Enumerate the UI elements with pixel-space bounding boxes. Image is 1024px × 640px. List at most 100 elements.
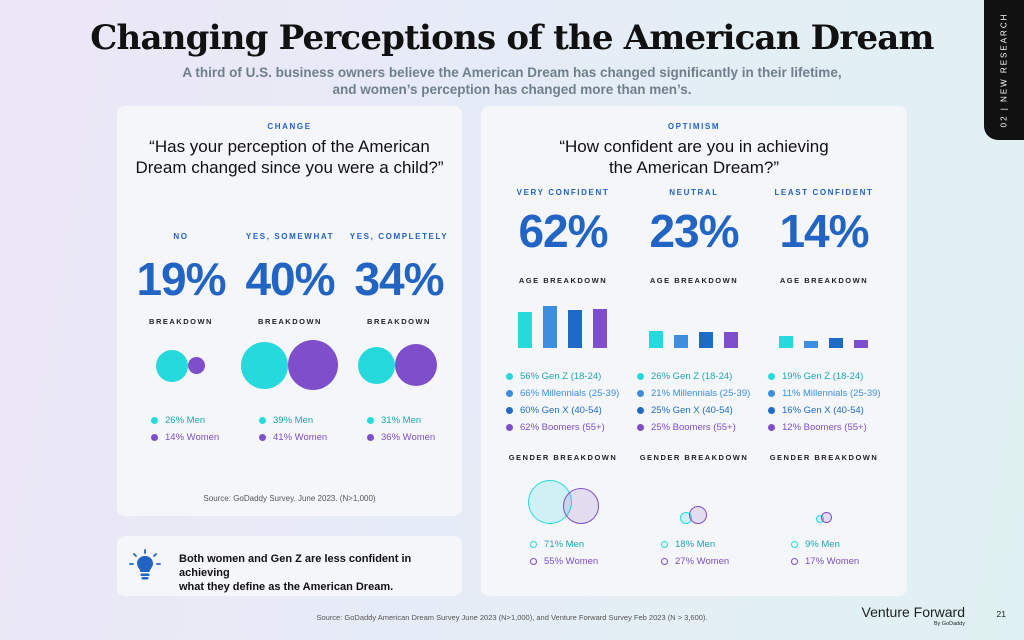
optimism-question-line-1: “How confident are you in achieving [559, 137, 829, 156]
section-tab: 02 | NEW RESEARCH [984, 0, 1024, 140]
answer-somewhat-label: YES, SOMEWHAT [245, 232, 335, 241]
answer-somewhat-breakdown-label: BREAKDOWN [258, 317, 322, 326]
completely-men-bubble [358, 347, 395, 384]
men-ring-icon [791, 541, 798, 548]
optimism-card: OPTIMISM “How confident are you in achie… [481, 106, 907, 596]
gen-z-dot-icon [637, 373, 644, 380]
least-confident-women-bubble [821, 512, 832, 523]
very-confident-genz: 56% Gen Z (18-24) [520, 371, 602, 382]
gen-z-dot-icon [768, 373, 775, 380]
least-confident-age-label: AGE BREAKDOWN [779, 276, 869, 285]
boomers-dot-icon [637, 424, 644, 431]
answer-no-breakdown-label: BREAKDOWN [149, 317, 213, 326]
men-dot-icon [151, 417, 158, 424]
very-confident-value: 62% [518, 205, 608, 257]
very-confident-boomers: 62% Boomers (55+) [520, 422, 605, 433]
men-ring-icon [530, 541, 537, 548]
somewhat-legend: 39% Men 41% Women [259, 412, 327, 446]
optimism-label: OPTIMISM [667, 122, 721, 131]
completely-women-text: 36% Women [381, 432, 436, 443]
neutral-genz: 26% Gen Z (18-24) [651, 371, 733, 382]
no-women-text: 14% Women [165, 432, 220, 443]
subtitle-line-1: A third of U.S. business owners believe … [182, 65, 842, 80]
answer-no-value: 19% [136, 253, 226, 305]
neutral-boomers: 25% Boomers (55+) [651, 422, 736, 433]
completely-women-bubble [395, 344, 437, 386]
men-ring-icon [661, 541, 668, 548]
least-confident-genx: 16% Gen X (40-54) [782, 405, 864, 416]
somewhat-men-bubble [241, 342, 288, 389]
section-tab-label: 02 | NEW RESEARCH [999, 12, 1009, 128]
change-source: Source: GoDaddy Survey. June 2023. (N>1,… [203, 494, 376, 503]
insight-card: Both women and Gen Z are less confident … [117, 536, 462, 596]
very-confident-genx: 60% Gen X (40-54) [520, 405, 602, 416]
no-women-bubble [188, 357, 205, 374]
somewhat-women-bubble [288, 340, 338, 390]
answer-completely-breakdown-label: BREAKDOWN [367, 317, 431, 326]
brand-name: Venture Forward [861, 604, 966, 620]
neutral-millennials: 21% Millennials (25-39) [651, 388, 751, 399]
men-dot-icon [367, 417, 374, 424]
no-legend: 26% Men 14% Women [151, 412, 219, 446]
neutral-women-text: 27% Women [675, 556, 730, 567]
somewhat-men-text: 39% Men [273, 415, 314, 426]
neutral-gender-label: GENDER BREAKDOWN [639, 453, 749, 462]
optimism-question: “How confident are you in achieving the … [481, 137, 907, 178]
least-confident-age-legend: 19% Gen Z (18-24) 11% Millennials (25-39… [768, 368, 881, 436]
answer-completely-label: YES, COMPLETELY [349, 232, 449, 241]
millennials-dot-icon [768, 390, 775, 397]
least-confident-men-text: 9% Men [805, 539, 840, 550]
least-confident-boomers: 12% Boomers (55+) [782, 422, 867, 433]
very-confident-gender-legend: 71% Men 55% Women [530, 536, 598, 570]
very-confident-gender-label: GENDER BREAKDOWN [508, 453, 618, 462]
very-confident-boomers-bar [593, 308, 607, 348]
least-confident-genz: 19% Gen Z (18-24) [782, 371, 864, 382]
neutral-boomers-bar [724, 332, 738, 348]
very-confident-genz-bar [518, 312, 532, 348]
insight-line-1: Both women and Gen Z are less confident … [179, 553, 412, 579]
very-confident-men-text: 71% Men [544, 539, 585, 550]
change-question: “Has your perception of the American Dre… [135, 137, 444, 177]
lightbulb-icon [129, 549, 161, 580]
least-confident-value: 14% [779, 205, 869, 257]
neutral-men-text: 18% Men [675, 539, 716, 550]
answer-completely-value: 34% [354, 253, 444, 305]
no-men-bubble [156, 350, 188, 382]
very-confident-millennials-bar [543, 306, 557, 348]
insight-line-2: what they define as the American Dream. [179, 581, 394, 593]
answer-somewhat-value: 40% [245, 253, 335, 305]
completely-men-text: 31% Men [381, 415, 422, 426]
boomers-dot-icon [768, 424, 775, 431]
page-number: 21 [996, 609, 1006, 619]
neutral-genx-bar [699, 332, 713, 348]
very-confident-age-label: AGE BREAKDOWN [518, 276, 608, 285]
least-confident-label: LEAST CONFIDENT [774, 188, 874, 197]
insight-text: Both women and Gen Z are less confident … [179, 552, 462, 594]
women-ring-icon [791, 558, 798, 565]
change-label: CHANGE [267, 122, 312, 131]
neutral-label: NEUTRAL [669, 188, 719, 197]
brand-logo: Venture Forward By GoDaddy [862, 604, 966, 627]
least-confident-genz-bar [779, 335, 793, 348]
somewhat-women-text: 41% Women [273, 432, 328, 443]
women-dot-icon [259, 434, 266, 441]
neutral-age-label: AGE BREAKDOWN [649, 276, 739, 285]
very-confident-millennials: 66% Millennials (25-39) [520, 388, 620, 399]
no-men-text: 26% Men [165, 415, 206, 426]
men-dot-icon [259, 417, 266, 424]
least-confident-gender-legend: 9% Men 17% Women [791, 536, 859, 570]
least-confident-gender-label: GENDER BREAKDOWN [769, 453, 879, 462]
millennials-dot-icon [506, 390, 513, 397]
women-ring-icon [661, 558, 668, 565]
completely-legend: 31% Men 36% Women [367, 412, 435, 446]
millennials-dot-icon [637, 390, 644, 397]
gen-x-dot-icon [506, 407, 513, 414]
change-card: CHANGE “Has your perception of the Ameri… [117, 106, 462, 516]
page-subtitle: A third of U.S. business owners believe … [0, 64, 1024, 98]
page-title: Changing Perceptions of the American Dre… [90, 18, 934, 58]
very-confident-genx-bar [568, 309, 582, 348]
women-ring-icon [530, 558, 537, 565]
very-confident-women-bubble [563, 488, 599, 524]
gen-z-dot-icon [506, 373, 513, 380]
footer-source: Source: GoDaddy American Dream Survey Ju… [316, 613, 708, 622]
